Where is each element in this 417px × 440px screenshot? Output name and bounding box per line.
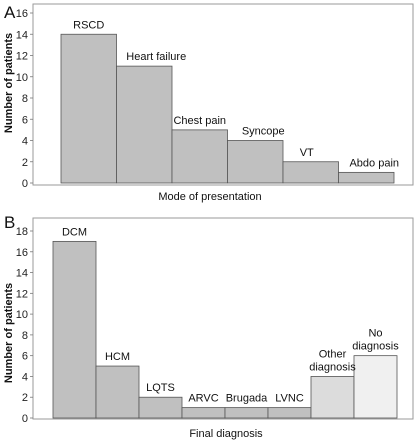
- bar-label-lqts: LQTS: [146, 382, 175, 394]
- bar-rscd: [60, 33, 117, 184]
- panel-b-bar-labels: DCM HCM LQTS ARVC Brugada LVNC Other diagnosisN…: [62, 226, 399, 404]
- y-tick-label: 2: [22, 157, 28, 169]
- y-tick-label: 14: [16, 29, 28, 41]
- bar-syncope: [227, 140, 284, 184]
- bar-vt: [282, 161, 339, 184]
- panel-b: B 0 2 4 6 8 10 12 14 16 18 DCM HCM LQTS ARVC Brugada L…: [3, 213, 414, 440]
- panel-a-bar-labels: RSCD Heart failure Chest pain Syncope VT Abdo…: [73, 19, 399, 169]
- panel-a-y-axis-title: Number of patients: [3, 33, 15, 133]
- bar-label-no-diagnosis: No diagnosis: [352, 328, 399, 353]
- bar-arvc: [181, 407, 226, 419]
- bar-heart-failure: [116, 65, 173, 184]
- panel-a-plot-frame: [32, 3, 414, 186]
- bar-other-diagnosis: [310, 376, 355, 419]
- bar-dcm: [52, 240, 97, 419]
- bar-label-other-diagnosis: Other diagnosis: [309, 348, 356, 373]
- y-tick-label: 16: [16, 247, 28, 259]
- y-tick-label: 18: [16, 226, 28, 238]
- bar-label-dcm: DCM: [62, 226, 87, 238]
- panel-a-y-ticks: 0 2 4 6 8 10 12 14 16: [16, 8, 33, 190]
- bar-label-lvnc: LVNC: [275, 393, 304, 405]
- panel-a-bars: [60, 33, 395, 184]
- panel-b-plot-frame: [32, 217, 414, 420]
- panel-a: A 0 2 4 6 8 10 12 14 16 RSCD Heart failure Chest p…: [3, 3, 414, 203]
- panel-b-bars: [52, 240, 398, 419]
- y-tick-label: 12: [16, 51, 28, 63]
- bar-chest-pain: [171, 129, 228, 184]
- panel-a-letter: A: [4, 3, 16, 22]
- bar-no-diagnosis: [353, 355, 398, 419]
- bar-hcm: [95, 365, 140, 419]
- panel-a-x-axis-title: Mode of presentation: [158, 191, 261, 203]
- bar-label-syncope: Syncope: [242, 126, 285, 138]
- panel-b-y-axis-title: Number of patients: [3, 283, 15, 383]
- bar-label-rscd: RSCD: [73, 19, 104, 31]
- bar-label-hcm: HCM: [105, 351, 130, 363]
- bar-label-abdo-pain: Abdo pain: [349, 157, 399, 169]
- y-tick-label: 0: [22, 413, 28, 425]
- bar-label-chest-pain: Chest pain: [173, 115, 226, 127]
- panel-b-letter: B: [4, 213, 15, 232]
- panel-b-y-ticks: 0 2 4 6 8 10 12 14 16 18: [16, 226, 33, 425]
- y-tick-label: 2: [22, 392, 28, 404]
- y-tick-label: 10: [16, 309, 28, 321]
- bar-label-brugada: Brugada: [226, 393, 268, 405]
- bar-brugada: [224, 407, 269, 419]
- y-tick-label: 16: [16, 8, 28, 20]
- y-tick-label: 6: [22, 351, 28, 363]
- panel-b-x-axis-title: Final diagnosis: [189, 428, 263, 440]
- bar-lvnc: [267, 407, 312, 419]
- y-tick-label: 0: [22, 178, 28, 190]
- y-tick-label: 8: [22, 93, 28, 105]
- y-tick-label: 6: [22, 114, 28, 126]
- y-tick-label: 8: [22, 330, 28, 342]
- y-tick-label: 4: [22, 136, 28, 148]
- y-tick-label: 4: [22, 371, 28, 383]
- bar-label-vt: VT: [300, 147, 314, 159]
- y-tick-label: 14: [16, 268, 28, 280]
- y-tick-label: 12: [16, 288, 28, 300]
- bar-abdo-pain: [338, 171, 395, 184]
- bar-lqts: [138, 396, 183, 419]
- y-tick-label: 10: [16, 72, 28, 84]
- bar-label-heart-failure: Heart failure: [126, 51, 186, 63]
- bar-label-arvc: ARVC: [188, 393, 218, 405]
